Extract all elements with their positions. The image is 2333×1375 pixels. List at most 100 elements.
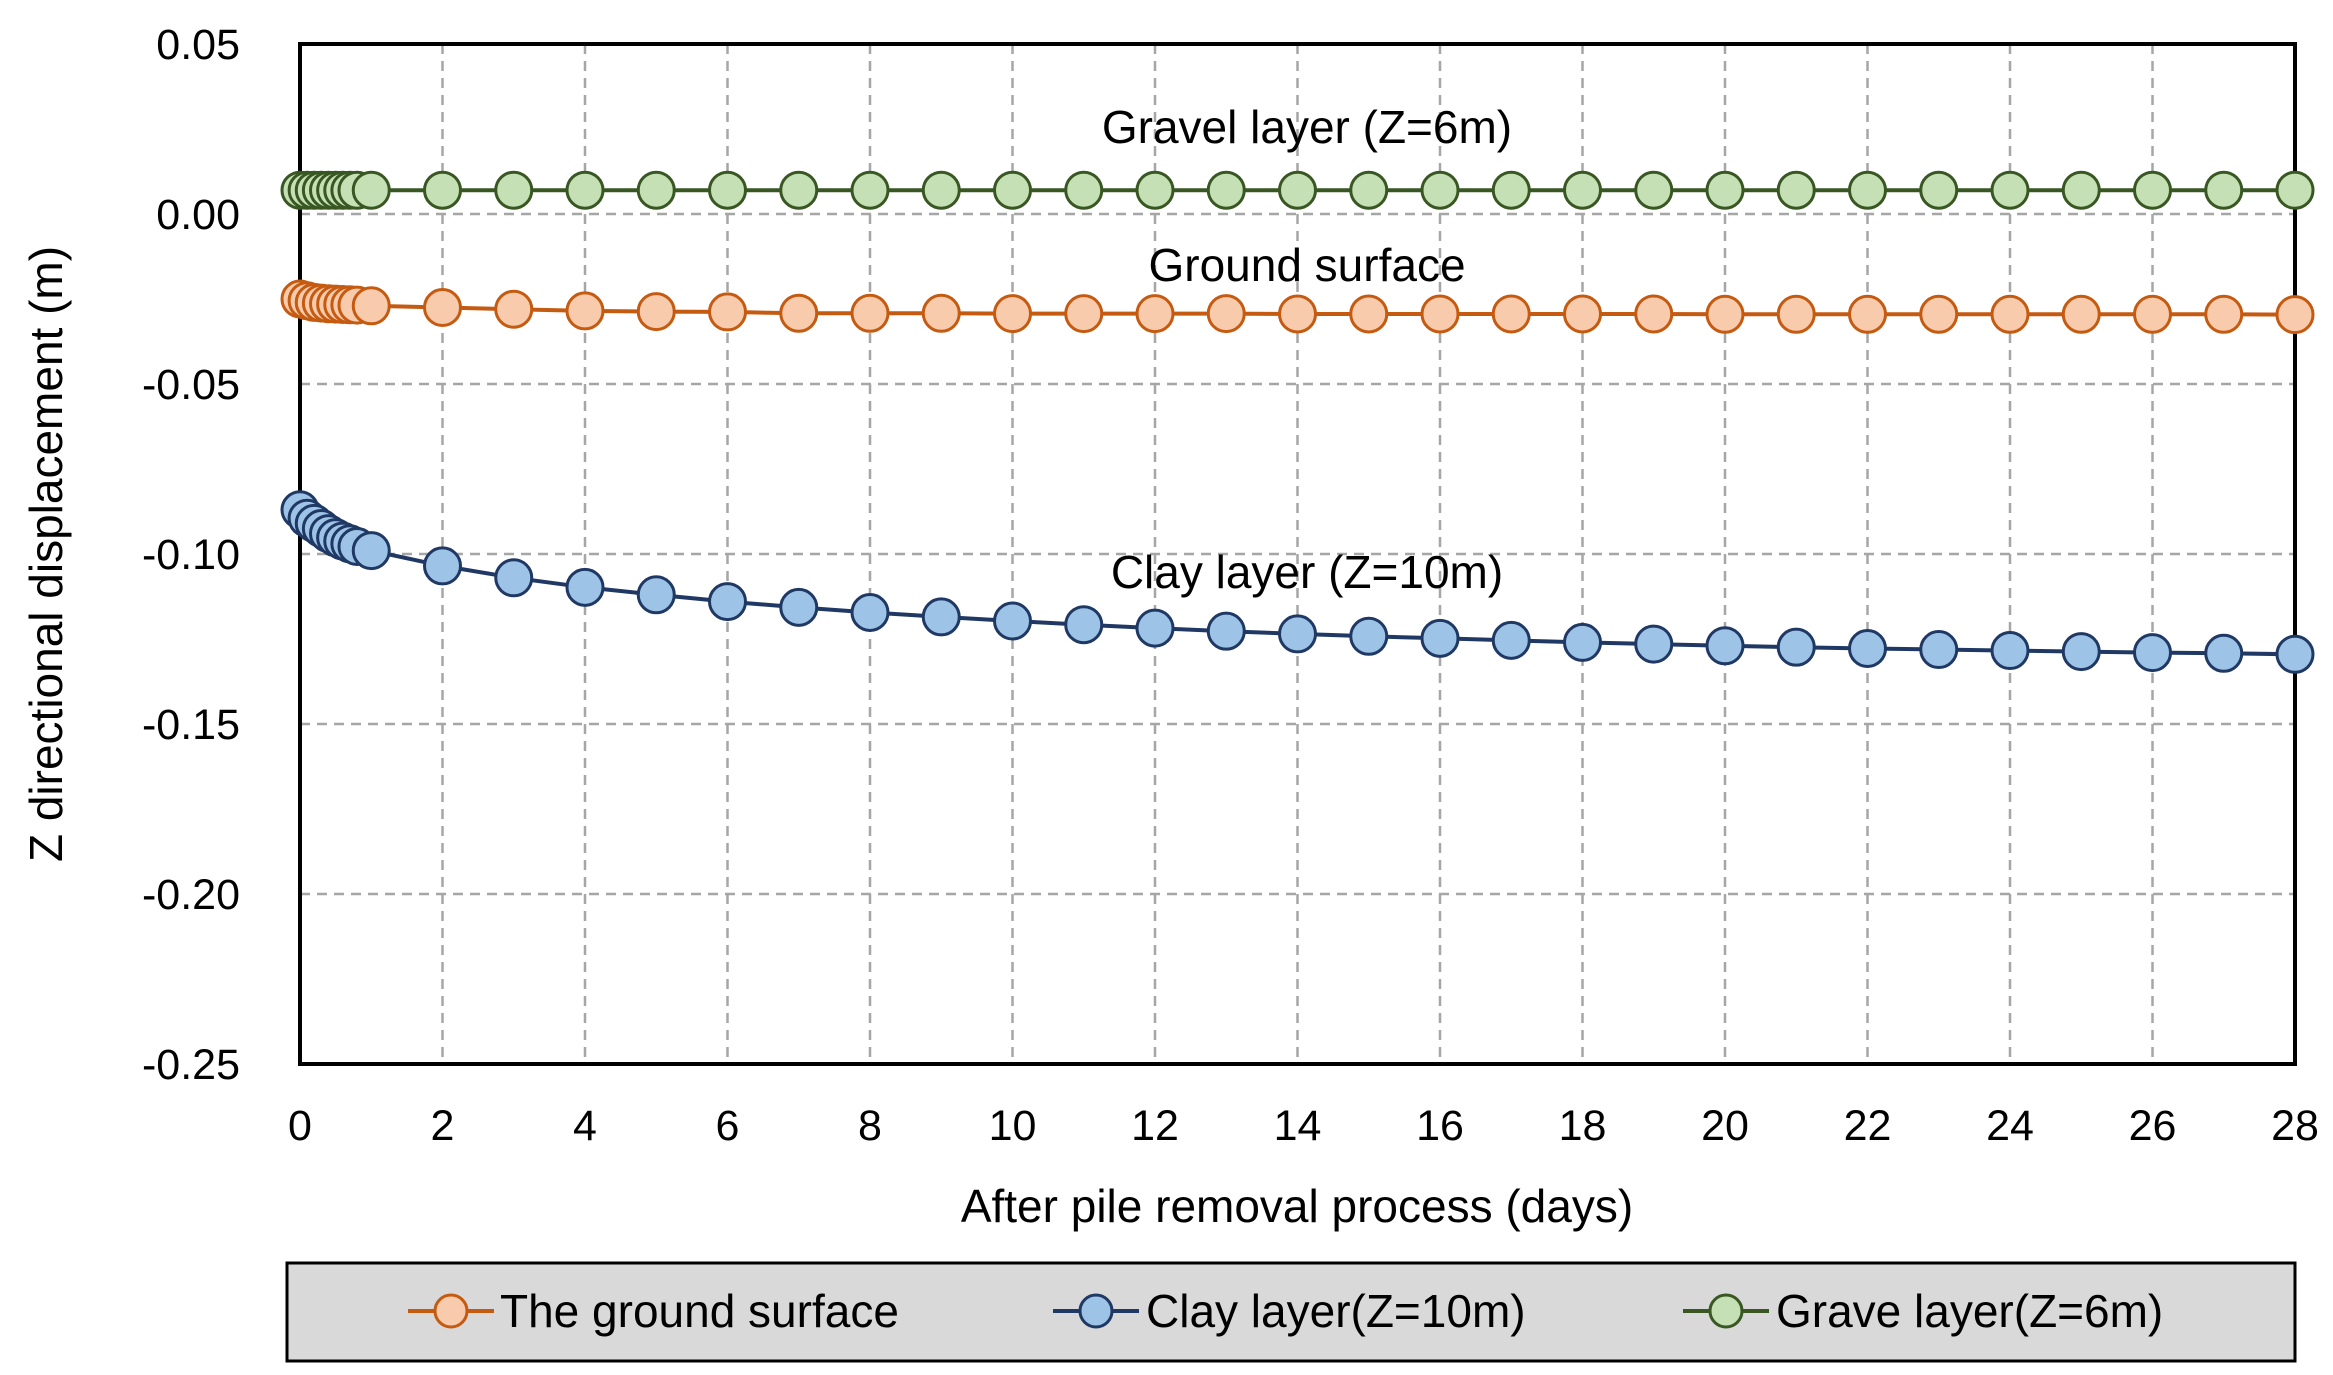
data-point[interactable] bbox=[1919, 294, 1959, 334]
data-point[interactable] bbox=[1776, 627, 1816, 667]
data-point[interactable] bbox=[993, 294, 1032, 334]
series-clay-layer-z-10m bbox=[280, 490, 2315, 674]
data-point[interactable] bbox=[1135, 608, 1175, 648]
data-point[interactable] bbox=[2275, 295, 2315, 335]
data-point[interactable] bbox=[1491, 170, 1531, 210]
data-point[interactable] bbox=[850, 592, 890, 632]
data-point[interactable] bbox=[779, 170, 819, 210]
legend-label-clay-layer: Clay layer(Z=10m) bbox=[1146, 1285, 1526, 1337]
data-point[interactable] bbox=[993, 601, 1032, 641]
data-point[interactable] bbox=[2061, 632, 2101, 672]
data-point[interactable] bbox=[351, 531, 391, 571]
data-point[interactable] bbox=[1278, 294, 1317, 334]
legend-label-grave-layer: Grave layer(Z=6m) bbox=[1776, 1285, 2163, 1337]
data-point[interactable] bbox=[921, 293, 961, 333]
data-point[interactable] bbox=[1705, 626, 1745, 666]
x-tick-label: 4 bbox=[573, 1102, 597, 1150]
legend-entry-clay-layer[interactable]: Clay layer(Z=10m) bbox=[1053, 1285, 1526, 1337]
data-point[interactable] bbox=[779, 587, 819, 627]
data-point[interactable] bbox=[565, 170, 605, 210]
data-point[interactable] bbox=[1563, 622, 1602, 662]
legend-marker-clay-layer bbox=[1078, 1293, 1114, 1329]
legend-entry-grave-layer[interactable]: Grave layer(Z=6m) bbox=[1683, 1285, 2163, 1337]
data-point[interactable] bbox=[1563, 170, 1602, 210]
data-point[interactable] bbox=[2204, 294, 2244, 334]
legend-entry-ground-surface[interactable]: The ground surface bbox=[408, 1285, 899, 1337]
data-point[interactable] bbox=[1776, 294, 1816, 334]
data-point[interactable] bbox=[1563, 294, 1602, 334]
data-point[interactable] bbox=[1135, 170, 1175, 210]
data-point[interactable] bbox=[494, 558, 534, 598]
data-point[interactable] bbox=[494, 170, 534, 210]
data-point[interactable] bbox=[636, 575, 676, 615]
data-point[interactable] bbox=[1278, 170, 1317, 210]
data-point[interactable] bbox=[1848, 629, 1887, 669]
data-point[interactable] bbox=[921, 170, 961, 210]
data-point[interactable] bbox=[2204, 170, 2244, 210]
data-point[interactable] bbox=[779, 293, 819, 333]
x-tick-label: 8 bbox=[858, 1102, 882, 1150]
data-point[interactable] bbox=[2204, 633, 2244, 673]
data-point[interactable] bbox=[1278, 614, 1317, 654]
data-point[interactable] bbox=[351, 286, 391, 326]
data-point[interactable] bbox=[636, 170, 676, 210]
data-point[interactable] bbox=[2275, 170, 2315, 210]
data-point[interactable] bbox=[1064, 605, 1104, 645]
data-point[interactable] bbox=[1349, 294, 1389, 334]
data-point[interactable] bbox=[1848, 294, 1887, 334]
grid-lines bbox=[300, 44, 2295, 1064]
data-point[interactable] bbox=[636, 292, 676, 332]
series-the-ground-surface bbox=[280, 279, 2315, 335]
data-point[interactable] bbox=[2133, 170, 2172, 210]
data-point[interactable] bbox=[1848, 170, 1887, 210]
data-point[interactable] bbox=[2133, 294, 2172, 334]
data-point[interactable] bbox=[850, 293, 890, 333]
data-point[interactable] bbox=[1135, 294, 1175, 334]
data-point[interactable] bbox=[1206, 170, 1246, 210]
data-point[interactable] bbox=[1990, 631, 2030, 671]
data-point[interactable] bbox=[2061, 170, 2101, 210]
data-point[interactable] bbox=[1206, 294, 1246, 334]
data-point[interactable] bbox=[1705, 170, 1745, 210]
legend-label-ground-surface: The ground surface bbox=[500, 1285, 899, 1337]
data-point[interactable] bbox=[2061, 294, 2101, 334]
data-point[interactable] bbox=[1776, 170, 1816, 210]
data-point[interactable] bbox=[1420, 618, 1460, 658]
data-point[interactable] bbox=[1064, 170, 1104, 210]
data-point[interactable] bbox=[708, 170, 747, 210]
data-point[interactable] bbox=[1634, 170, 1674, 210]
data-point[interactable] bbox=[1634, 624, 1674, 664]
data-point[interactable] bbox=[423, 170, 462, 210]
data-point[interactable] bbox=[1206, 611, 1246, 651]
data-point[interactable] bbox=[565, 567, 605, 607]
data-point[interactable] bbox=[1705, 294, 1745, 334]
data-point[interactable] bbox=[423, 288, 462, 327]
data-point[interactable] bbox=[351, 170, 391, 210]
data-point[interactable] bbox=[1491, 294, 1531, 334]
data-point[interactable] bbox=[1420, 294, 1460, 334]
data-point[interactable] bbox=[708, 582, 747, 622]
data-point[interactable] bbox=[1990, 170, 2030, 210]
data-point[interactable] bbox=[1420, 170, 1460, 210]
data-point[interactable] bbox=[993, 170, 1032, 210]
data-point[interactable] bbox=[565, 291, 605, 331]
data-point[interactable] bbox=[423, 546, 462, 586]
data-point[interactable] bbox=[850, 170, 890, 210]
data-point[interactable] bbox=[921, 597, 961, 637]
data-point[interactable] bbox=[1491, 620, 1531, 660]
data-point[interactable] bbox=[708, 292, 747, 332]
x-tick-label: 22 bbox=[1844, 1102, 1892, 1150]
legend-marker-grave-layer bbox=[1708, 1293, 1744, 1329]
x-tick-label: 20 bbox=[1701, 1102, 1749, 1150]
data-point[interactable] bbox=[1349, 170, 1389, 210]
data-point[interactable] bbox=[1634, 294, 1674, 334]
x-tick-label: 10 bbox=[989, 1102, 1037, 1150]
data-point[interactable] bbox=[1990, 294, 2030, 334]
data-point[interactable] bbox=[2133, 633, 2172, 673]
data-point[interactable] bbox=[1349, 616, 1389, 656]
data-point[interactable] bbox=[1919, 630, 1959, 670]
data-point[interactable] bbox=[2275, 634, 2315, 674]
data-point[interactable] bbox=[1064, 294, 1104, 334]
data-point[interactable] bbox=[1919, 170, 1959, 210]
data-point[interactable] bbox=[494, 289, 534, 329]
